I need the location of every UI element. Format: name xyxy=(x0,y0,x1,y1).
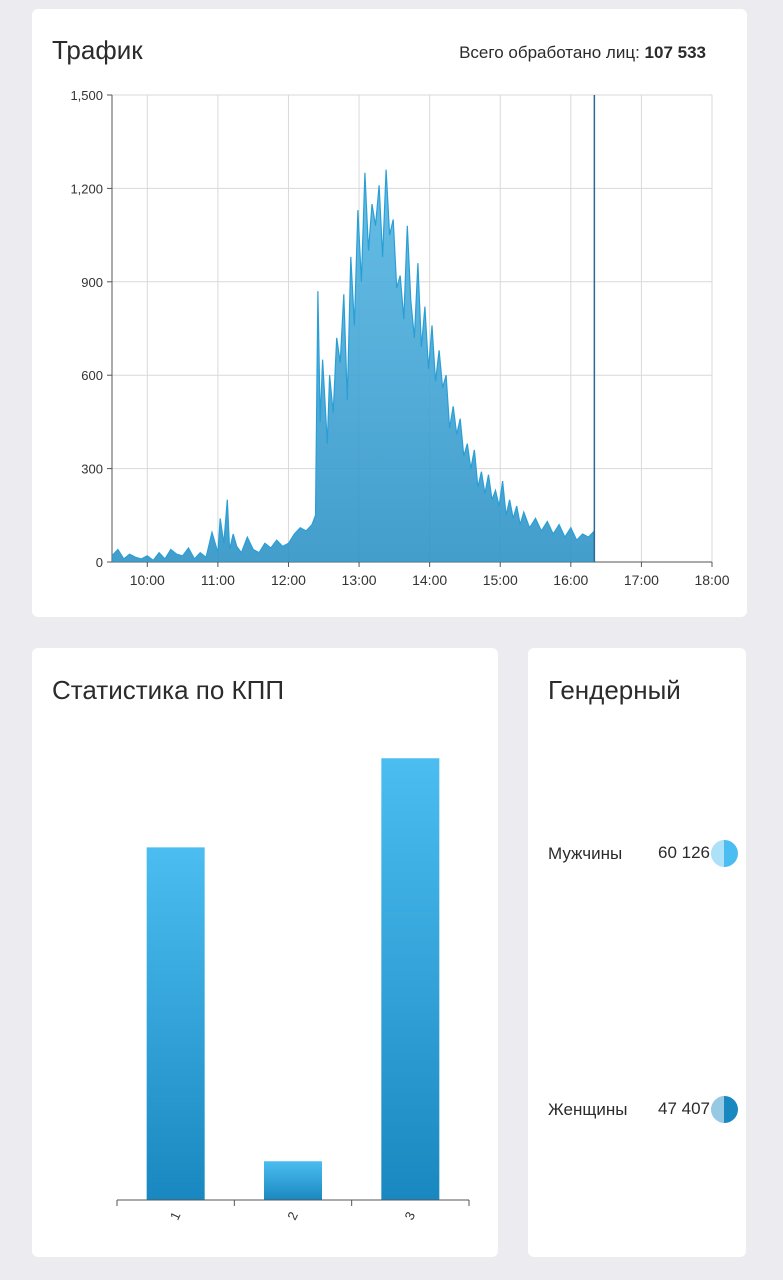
y-tick-label: 1,500 xyxy=(70,88,103,103)
kpp-card: Статистика по КПП 1 2 3 xyxy=(32,648,498,1257)
gender-row-men[interactable]: Мужчины 60 126 xyxy=(548,840,746,868)
gender-row-women[interactable]: Женщины 47 407 xyxy=(548,1096,746,1124)
y-tick-label: 900 xyxy=(81,275,103,290)
x-tick-label: 13:00 xyxy=(342,572,377,588)
x-tick-label: 15:00 xyxy=(483,572,518,588)
x-tick-label: 14:00 xyxy=(412,572,447,588)
gender-label-women: Женщины xyxy=(548,1100,628,1119)
total-label: Всего обработано лиц: xyxy=(459,43,640,62)
gender-value-men: 60 126 xyxy=(658,843,710,862)
kpp-category-label: 1 xyxy=(167,1209,184,1222)
x-tick-label: 16:00 xyxy=(553,572,588,588)
x-tick-label: 17:00 xyxy=(624,572,659,588)
x-tick-label: 12:00 xyxy=(271,572,306,588)
y-tick-label: 1,200 xyxy=(70,181,103,196)
kpp-category-label: 2 xyxy=(284,1209,301,1222)
kpp-bar[interactable] xyxy=(146,847,205,1200)
y-tick-label: 600 xyxy=(81,368,103,383)
women-circle-icon xyxy=(711,1096,738,1123)
gender-label-men: Мужчины xyxy=(548,844,623,863)
traffic-line xyxy=(111,169,595,562)
gender-value-women: 47 407 xyxy=(658,1099,710,1118)
x-tick-label: 18:00 xyxy=(694,572,729,588)
traffic-card: Трафик Всего обработано лиц: 107 533 0 30… xyxy=(32,9,747,617)
y-tick-label: 0 xyxy=(96,555,103,570)
gender-card: Гендерный Мужчины 60 126 Женщины 47 407 xyxy=(528,648,746,1257)
traffic-title: Трафик xyxy=(52,35,143,65)
kpp-bar[interactable] xyxy=(381,758,440,1200)
kpp-title: Статистика по КПП xyxy=(52,675,285,705)
men-circle-icon xyxy=(711,840,738,867)
y-tick-label: 300 xyxy=(81,462,103,477)
gender-title: Гендерный xyxy=(548,675,681,705)
x-tick-label: 10:00 xyxy=(130,572,165,588)
traffic-area xyxy=(112,169,595,562)
total-processed: Всего обработано лиц: 107 533 xyxy=(459,43,706,63)
total-value: 107 533 xyxy=(644,43,706,62)
kpp-category-label: 3 xyxy=(402,1209,419,1222)
traffic-chart[interactable]: 0 300 600 900 1,200 1,500 10:00 11:00 12:00 13:00… xyxy=(32,9,747,617)
x-tick-label: 11:00 xyxy=(201,572,235,588)
kpp-bar[interactable] xyxy=(264,1161,322,1200)
kpp-bar-chart[interactable]: 1 2 3 xyxy=(32,648,498,1257)
